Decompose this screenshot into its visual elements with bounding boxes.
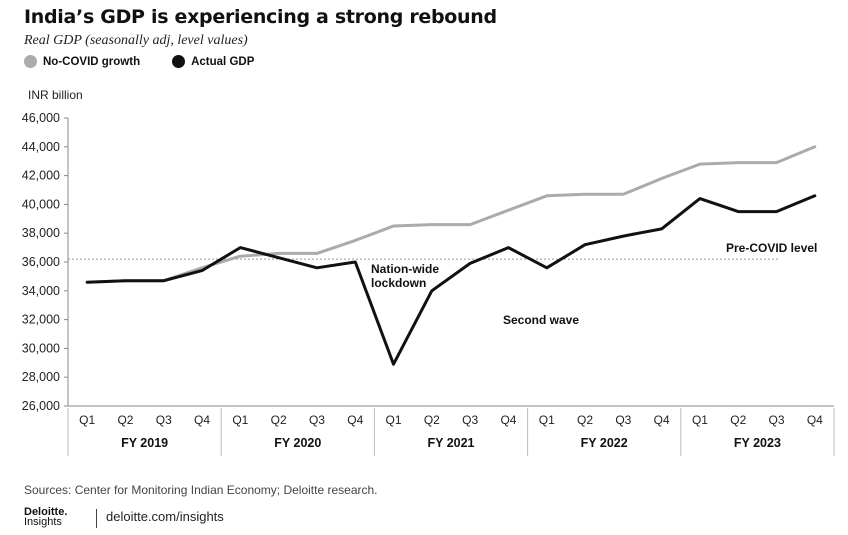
x-tick-label: Q2 <box>577 413 593 427</box>
x-tick-label: Q3 <box>769 413 785 427</box>
x-tick-label: Q3 <box>615 413 631 427</box>
y-tick-label: 46,000 <box>22 111 60 125</box>
x-tick-label: Q1 <box>539 413 555 427</box>
y-tick-label: 34,000 <box>22 284 60 298</box>
group-label: FY 2020 <box>274 436 321 450</box>
y-tick-label: 32,000 <box>22 313 60 327</box>
legend-swatch-no-covid <box>24 55 37 68</box>
series-line-no-covid-growth <box>85 145 817 284</box>
x-tick-label: Q3 <box>309 413 325 427</box>
brand-top: Deloitte. <box>24 506 68 518</box>
y-tick-label: 28,000 <box>22 370 60 384</box>
x-tick-label: Q4 <box>500 413 516 427</box>
footer-divider <box>96 509 97 528</box>
y-axis-unit-label: INR billion <box>28 88 83 102</box>
series-line-actual-gdp <box>85 194 817 366</box>
group-label: FY 2022 <box>581 436 628 450</box>
y-tick-label: 30,000 <box>22 341 60 355</box>
x-tick-label: Q4 <box>194 413 210 427</box>
group-label: FY 2019 <box>121 436 168 450</box>
annotation-pre-covid: Pre-COVID level <box>726 241 817 255</box>
group-label: FY 2023 <box>734 436 781 450</box>
y-tick-label: 38,000 <box>22 226 60 240</box>
x-tick-label: Q3 <box>462 413 478 427</box>
group-label: FY 2021 <box>427 436 474 450</box>
x-tick-label: Q2 <box>730 413 746 427</box>
x-tick-label: Q2 <box>117 413 133 427</box>
annotation-second-wave: Second wave <box>503 313 579 327</box>
legend-swatch-actual <box>172 55 186 68</box>
y-tick-label: 36,000 <box>22 255 60 269</box>
legend-label-no-covid: No-COVID growth <box>43 55 141 68</box>
x-tick-label: Q1 <box>386 413 402 427</box>
y-tick-label: 44,000 <box>22 140 60 154</box>
x-tick-label: Q1 <box>692 413 708 427</box>
sources-note: Sources: Center for Monitoring Indian Ec… <box>24 483 378 497</box>
brand-bottom: Insights <box>24 516 62 528</box>
x-tick-label: Q1 <box>232 413 248 427</box>
x-tick-label: Q4 <box>347 413 363 427</box>
y-tick-label: 26,000 <box>22 399 60 413</box>
chart-title: India’s GDP is experiencing a strong reb… <box>24 6 497 28</box>
annotation-lockdown-line2: lockdown <box>371 276 426 290</box>
legend-label-actual: Actual GDP <box>191 55 255 68</box>
site-link[interactable]: deloitte.com/insights <box>106 509 224 524</box>
chart-subtitle: Real GDP (seasonally adj, level values) <box>24 33 248 48</box>
x-tick-label: Q4 <box>654 413 670 427</box>
y-tick-label: 42,000 <box>22 169 60 183</box>
annotation-lockdown-line1: Nation-wide <box>371 262 439 276</box>
legend: No-COVID growth Actual GDP <box>24 55 254 68</box>
y-tick-label: 40,000 <box>22 197 60 211</box>
x-tick-label: Q3 <box>156 413 172 427</box>
deloitte-logo: Deloitte. Insights <box>24 506 68 528</box>
x-tick-label: Q1 <box>79 413 95 427</box>
x-tick-label: Q4 <box>807 413 823 427</box>
x-tick-label: Q2 <box>271 413 287 427</box>
x-tick-label: Q2 <box>424 413 440 427</box>
